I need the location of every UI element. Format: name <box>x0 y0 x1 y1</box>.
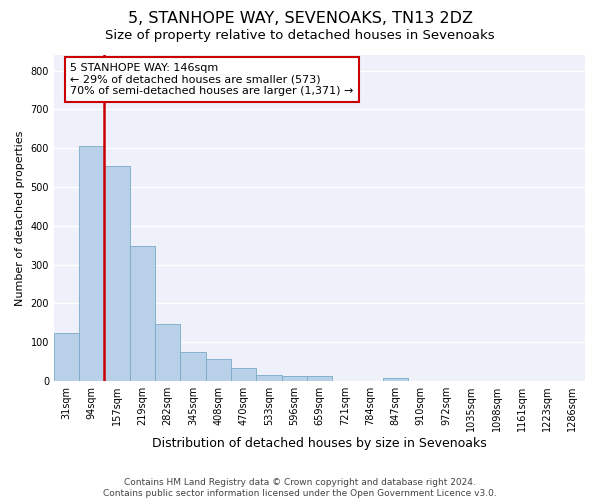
X-axis label: Distribution of detached houses by size in Sevenoaks: Distribution of detached houses by size … <box>152 437 487 450</box>
Bar <box>181 352 206 381</box>
Text: Size of property relative to detached houses in Sevenoaks: Size of property relative to detached ho… <box>105 29 495 42</box>
Bar <box>155 324 181 381</box>
Bar <box>130 246 155 381</box>
Bar <box>256 376 281 381</box>
Bar <box>307 376 332 381</box>
Bar <box>206 360 231 381</box>
Text: 5 STANHOPE WAY: 146sqm
← 29% of detached houses are smaller (573)
70% of semi-de: 5 STANHOPE WAY: 146sqm ← 29% of detached… <box>70 63 354 96</box>
Bar <box>54 332 79 381</box>
Bar <box>383 378 408 381</box>
Text: 5, STANHOPE WAY, SEVENOAKS, TN13 2DZ: 5, STANHOPE WAY, SEVENOAKS, TN13 2DZ <box>128 11 473 26</box>
Y-axis label: Number of detached properties: Number of detached properties <box>15 130 25 306</box>
Bar <box>281 376 307 381</box>
Bar <box>231 368 256 381</box>
Bar <box>104 166 130 381</box>
Text: Contains HM Land Registry data © Crown copyright and database right 2024.
Contai: Contains HM Land Registry data © Crown c… <box>103 478 497 498</box>
Bar <box>79 146 104 381</box>
